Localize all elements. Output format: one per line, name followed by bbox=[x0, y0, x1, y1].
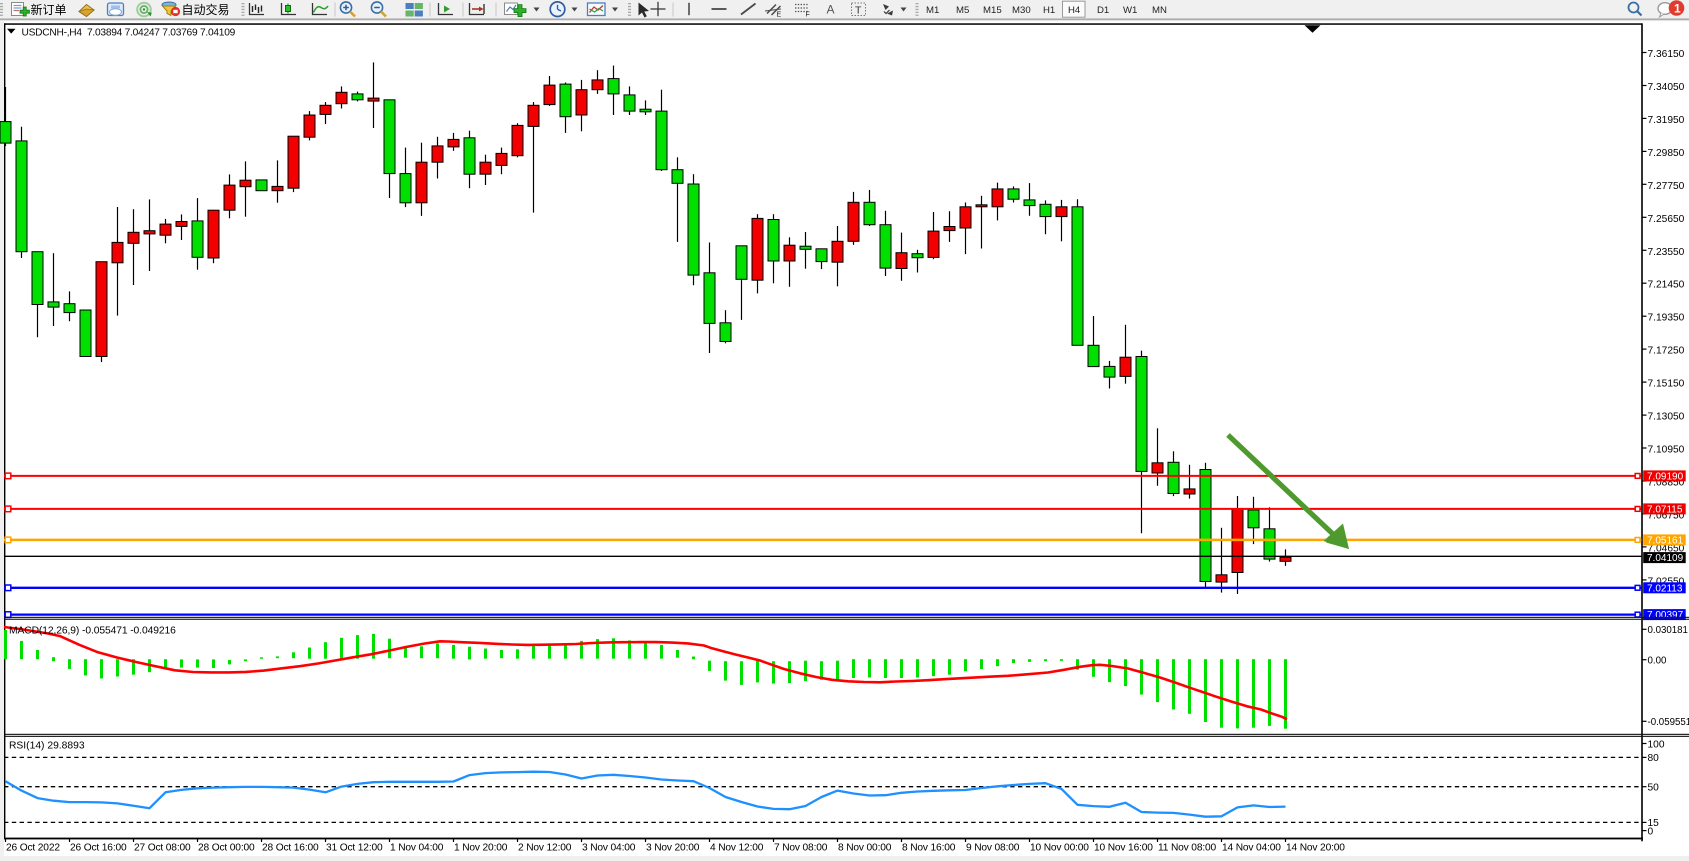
svg-text:4 Nov 12:00: 4 Nov 12:00 bbox=[710, 842, 764, 853]
svg-text:7.09190: 7.09190 bbox=[1647, 472, 1684, 483]
svg-text:H1: H1 bbox=[1043, 5, 1055, 16]
svg-text:7.04109: 7.04109 bbox=[1647, 553, 1684, 564]
svg-text:14 Nov 20:00: 14 Nov 20:00 bbox=[1286, 842, 1345, 853]
svg-text:M15: M15 bbox=[983, 5, 1002, 16]
svg-text:E: E bbox=[777, 12, 782, 19]
svg-text:0.030181: 0.030181 bbox=[1648, 625, 1688, 636]
svg-text:7.17250: 7.17250 bbox=[1648, 346, 1685, 357]
svg-text:9 Nov 08:00: 9 Nov 08:00 bbox=[966, 842, 1020, 853]
svg-text:7.36150: 7.36150 bbox=[1648, 49, 1685, 60]
svg-text:31 Oct 12:00: 31 Oct 12:00 bbox=[326, 842, 383, 853]
svg-text:2 Nov 12:00: 2 Nov 12:00 bbox=[518, 842, 572, 853]
svg-text:27 Oct 08:00: 27 Oct 08:00 bbox=[134, 842, 191, 853]
svg-text:7.00397: 7.00397 bbox=[1647, 610, 1684, 621]
svg-text:M5: M5 bbox=[956, 5, 969, 16]
svg-text:-0.059551: -0.059551 bbox=[1648, 717, 1689, 728]
svg-text:80: 80 bbox=[1648, 753, 1660, 764]
svg-text:自动交易: 自动交易 bbox=[182, 2, 230, 17]
svg-text:7.13050: 7.13050 bbox=[1648, 412, 1685, 423]
svg-text:7.27750: 7.27750 bbox=[1648, 181, 1685, 192]
svg-text:MN: MN bbox=[1152, 5, 1167, 16]
svg-text:RSI(14) 29.8893: RSI(14) 29.8893 bbox=[9, 740, 85, 751]
svg-text:28 Oct 16:00: 28 Oct 16:00 bbox=[262, 842, 319, 853]
svg-text:14 Nov 04:00: 14 Nov 04:00 bbox=[1222, 842, 1281, 853]
svg-text:M1: M1 bbox=[926, 5, 939, 16]
svg-text:7.08850: 7.08850 bbox=[1648, 478, 1685, 489]
svg-text:7.31950: 7.31950 bbox=[1648, 115, 1685, 126]
svg-text:1: 1 bbox=[1674, 1, 1681, 15]
svg-text:7.02550: 7.02550 bbox=[1648, 576, 1685, 587]
svg-text:7 Nov 08:00: 7 Nov 08:00 bbox=[774, 842, 828, 853]
svg-text:7.10950: 7.10950 bbox=[1648, 445, 1685, 456]
svg-text:7.34050: 7.34050 bbox=[1648, 82, 1685, 93]
svg-text:26 Oct 2022: 26 Oct 2022 bbox=[6, 842, 60, 853]
svg-text:T: T bbox=[855, 5, 862, 17]
svg-text:100: 100 bbox=[1648, 739, 1665, 750]
svg-text:3 Nov 20:00: 3 Nov 20:00 bbox=[646, 842, 700, 853]
svg-text:MACD(12,26,9) -0.055471 -0.049: MACD(12,26,9) -0.055471 -0.049216 bbox=[9, 625, 176, 636]
svg-text:A: A bbox=[827, 3, 835, 17]
svg-text:新订单: 新订单 bbox=[31, 2, 67, 17]
svg-text:50: 50 bbox=[1648, 783, 1660, 794]
svg-text:7.06750: 7.06750 bbox=[1648, 510, 1685, 521]
svg-text:7.19350: 7.19350 bbox=[1648, 313, 1685, 324]
svg-text:7.07115: 7.07115 bbox=[1647, 505, 1683, 516]
svg-text:10 Nov 16:00: 10 Nov 16:00 bbox=[1094, 842, 1153, 853]
svg-text:W1: W1 bbox=[1123, 5, 1137, 16]
svg-text:28 Oct 00:00: 28 Oct 00:00 bbox=[198, 842, 255, 853]
svg-text:15: 15 bbox=[1648, 818, 1660, 829]
svg-text:1 Nov 04:00: 1 Nov 04:00 bbox=[390, 842, 444, 853]
svg-text:10 Nov 00:00: 10 Nov 00:00 bbox=[1030, 842, 1089, 853]
svg-text:26 Oct 16:00: 26 Oct 16:00 bbox=[70, 842, 127, 853]
svg-text:7.25650: 7.25650 bbox=[1648, 214, 1685, 225]
svg-text:7.29850: 7.29850 bbox=[1648, 148, 1685, 159]
svg-text:11 Nov 08:00: 11 Nov 08:00 bbox=[1158, 842, 1217, 853]
svg-text:D1: D1 bbox=[1097, 5, 1109, 16]
svg-text:7.15150: 7.15150 bbox=[1648, 379, 1685, 390]
svg-text:7.04650: 7.04650 bbox=[1648, 543, 1685, 554]
svg-text:3 Nov 04:00: 3 Nov 04:00 bbox=[582, 842, 636, 853]
svg-text:7.02113: 7.02113 bbox=[1647, 583, 1683, 594]
svg-text:0.00: 0.00 bbox=[1648, 655, 1667, 666]
svg-text:8 Nov 00:00: 8 Nov 00:00 bbox=[838, 842, 892, 853]
svg-text:USDCNH-,H4 7.03894 7.04247 7.: USDCNH-,H4 7.03894 7.04247 7.03769 7.041… bbox=[22, 27, 236, 38]
svg-text:8 Nov 16:00: 8 Nov 16:00 bbox=[902, 842, 956, 853]
svg-text:M30: M30 bbox=[1012, 5, 1031, 16]
svg-text:H4: H4 bbox=[1068, 5, 1081, 16]
svg-text:7.23550: 7.23550 bbox=[1648, 247, 1685, 258]
svg-text:1 Nov 20:00: 1 Nov 20:00 bbox=[454, 842, 508, 853]
svg-text:7.05161: 7.05161 bbox=[1647, 536, 1684, 547]
svg-text:F: F bbox=[806, 12, 810, 19]
svg-text:7.21450: 7.21450 bbox=[1648, 280, 1685, 291]
svg-text:0: 0 bbox=[1648, 826, 1654, 837]
